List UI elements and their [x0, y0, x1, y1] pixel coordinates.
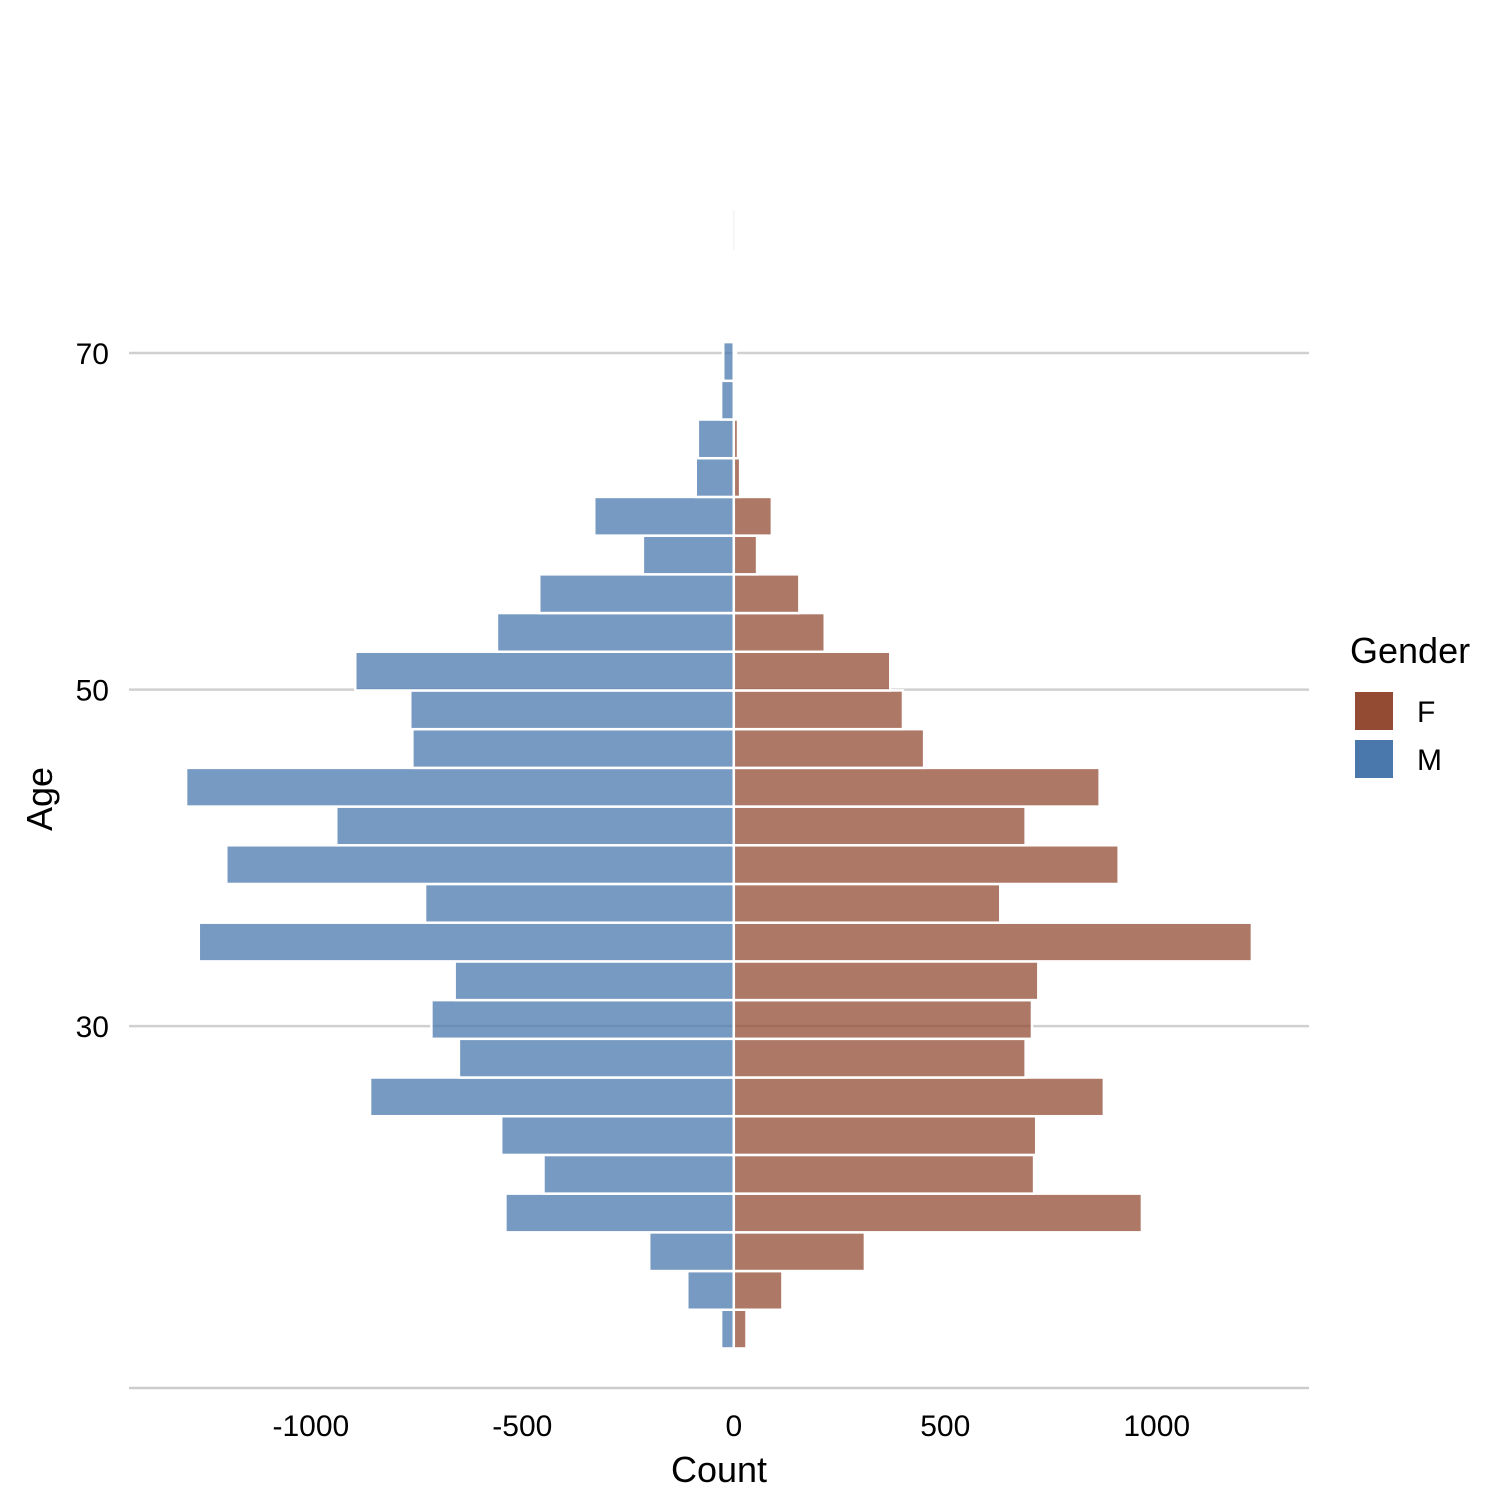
x-tick-labels: -1000 -500 0 500 1000 — [272, 1410, 1190, 1443]
y-tick-label: 70 — [76, 338, 109, 371]
bar-m-8 — [430, 998, 736, 1041]
legend: Gender FM — [1350, 630, 1470, 778]
x-axis-title: Count — [671, 1449, 767, 1490]
bar-m-11 — [423, 882, 736, 924]
bars-series-m — [184, 340, 736, 1350]
y-tick-label: 50 — [76, 675, 109, 708]
y-tick-labels: 30 50 70 — [76, 338, 109, 1044]
y-axis-title: Age — [19, 767, 60, 831]
bar-m-5 — [499, 1114, 736, 1157]
bar-m-6 — [368, 1076, 736, 1118]
legend-entries: FM — [1355, 692, 1442, 778]
bar-f-8 — [732, 998, 1034, 1041]
bar-f-15 — [732, 727, 926, 770]
x-tick-label: -1000 — [272, 1410, 349, 1443]
bar-m-14 — [184, 766, 736, 808]
bar-f-13 — [732, 805, 1027, 847]
x-tick-label: -500 — [492, 1410, 552, 1443]
bar-f-17 — [732, 650, 892, 692]
bar-f-9 — [732, 960, 1040, 1002]
bar-f-7 — [732, 1037, 1027, 1079]
bar-m-21 — [592, 495, 736, 537]
bar-f-18 — [732, 611, 826, 654]
legend-swatch-f — [1355, 692, 1393, 730]
bar-f-19 — [732, 573, 801, 615]
bar-m-19 — [538, 573, 736, 615]
bar-m-2 — [647, 1231, 736, 1273]
bar-f-3 — [732, 1192, 1144, 1234]
bar-f-25 — [732, 340, 738, 383]
bar-f-16 — [732, 689, 905, 731]
bars-series-f — [732, 340, 1254, 1350]
bar-f-6 — [732, 1076, 1106, 1118]
bar-m-15 — [411, 727, 736, 770]
bar-f-22 — [732, 456, 742, 499]
y-tick-label: 30 — [76, 1011, 109, 1044]
x-tick-label: 0 — [725, 1410, 742, 1443]
bar-f-14 — [732, 766, 1101, 808]
bar-m-20 — [641, 534, 736, 576]
bar-f-23 — [732, 418, 740, 460]
bar-m-1 — [686, 1269, 736, 1311]
bar-f-20 — [732, 534, 759, 576]
bar-m-0 — [719, 1308, 736, 1350]
bar-f-5 — [732, 1114, 1038, 1157]
bar-m-7 — [457, 1037, 736, 1079]
bar-f-12 — [732, 844, 1120, 886]
bar-m-18 — [495, 611, 736, 654]
bar-m-4 — [542, 1153, 736, 1195]
bar-f-21 — [732, 495, 774, 537]
legend-title: Gender — [1350, 630, 1470, 671]
x-tick-label: 1000 — [1123, 1410, 1190, 1443]
bar-m-16 — [409, 689, 736, 731]
legend-label-m: M — [1417, 744, 1442, 777]
bar-m-3 — [504, 1192, 736, 1234]
bar-f-0 — [732, 1308, 748, 1350]
bar-m-23 — [696, 418, 736, 460]
legend-label-f: F — [1417, 696, 1435, 729]
bar-m-17 — [354, 650, 736, 692]
bar-m-24 — [719, 379, 736, 421]
bar-m-22 — [694, 456, 736, 499]
bar-f-10 — [732, 921, 1254, 963]
bar-f-11 — [732, 882, 1002, 924]
legend-swatch-m — [1355, 740, 1393, 778]
x-tick-label: 500 — [920, 1410, 970, 1443]
bar-m-13 — [334, 805, 736, 847]
bar-f-2 — [732, 1231, 867, 1273]
bar-f-1 — [732, 1269, 784, 1311]
bar-m-9 — [453, 960, 736, 1002]
bar-f-4 — [732, 1153, 1036, 1195]
bar-m-25 — [721, 340, 736, 383]
bar-m-12 — [225, 844, 736, 886]
bar-m-10 — [197, 921, 736, 963]
